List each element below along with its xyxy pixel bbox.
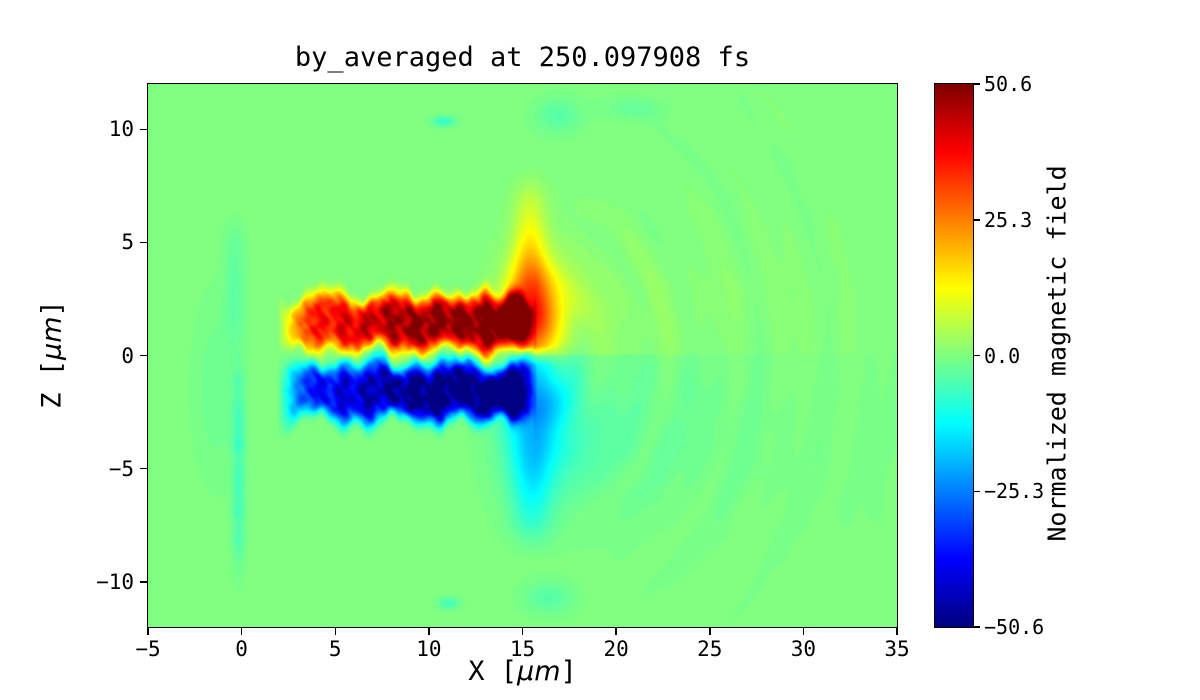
x-tick-mark (334, 627, 336, 635)
y-tick-label: −5 (108, 456, 134, 481)
colorbar-tick-mark (973, 490, 980, 492)
chart-title: by_averaged at 250.097908 fs (294, 42, 751, 73)
colorbar-label: Normalized magnetic field (1042, 165, 1072, 542)
x-tick-mark (428, 627, 430, 635)
x-tick-mark (709, 627, 711, 635)
y-tick-label: −10 (96, 569, 134, 594)
x-axis-label: X [μm] (148, 656, 897, 687)
x-tick-mark (521, 627, 524, 635)
heatmap-canvas (148, 84, 897, 627)
x-axis-label-unit: μm (517, 656, 561, 687)
x-axis-label-close: ] (560, 656, 577, 687)
colorbar-canvas (935, 84, 973, 627)
colorbar-tick-mark (973, 626, 980, 628)
y-tick-label: 5 (121, 230, 134, 255)
y-axis-label-text: Z [ (36, 359, 68, 409)
y-axis-label: Z [μm] (37, 260, 68, 450)
x-tick-mark (240, 627, 243, 635)
y-tick-label: 10 (108, 117, 134, 142)
y-axis-label-close: ] (36, 300, 68, 317)
x-axis-label-text: X [ (468, 656, 518, 687)
y-axis-label-unit: μm (36, 316, 68, 360)
x-tick-mark (147, 627, 149, 635)
colorbar-tick-mark (973, 354, 980, 357)
colorbar (934, 83, 974, 628)
x-tick-mark (896, 627, 898, 635)
x-tick-mark (615, 627, 617, 635)
colorbar-tick-mark (973, 219, 980, 221)
x-tick-mark (802, 627, 805, 635)
plot-area (147, 83, 898, 628)
colorbar-tick-mark (973, 83, 980, 85)
